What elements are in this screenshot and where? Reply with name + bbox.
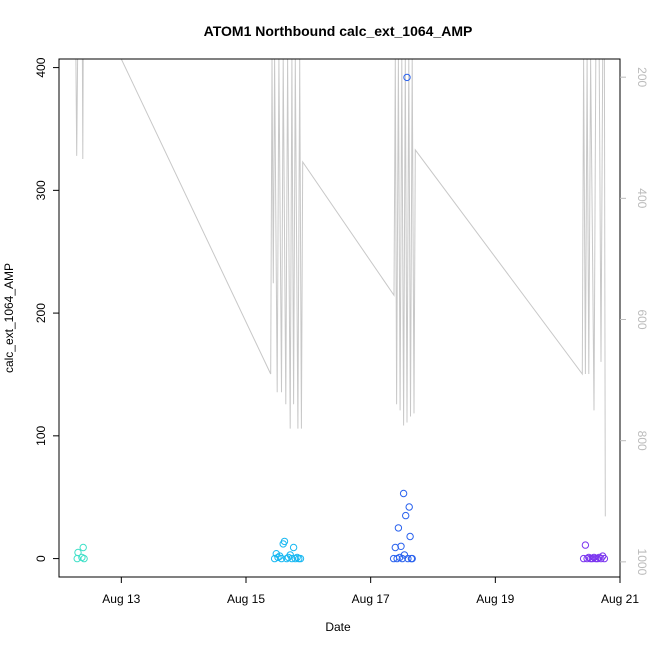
data-point [274, 553, 282, 562]
data-point [406, 532, 414, 541]
data-point [289, 543, 298, 552]
x-tick-label: Aug 13 [102, 592, 140, 606]
y-tick-label: 300 [34, 180, 48, 200]
data-point [579, 554, 588, 563]
data-point [397, 542, 405, 550]
data-point [595, 553, 603, 562]
x-axis: Aug 13 Aug 15 Aug 17 Aug 19 Aug 21 [102, 577, 639, 606]
data-point [293, 553, 301, 562]
y-axis: 0 100 200 300 400 [34, 57, 59, 562]
data-point [399, 489, 408, 498]
data-point [286, 551, 294, 559]
y2-tick-label: 1000 [635, 549, 649, 576]
y-tick-label: 100 [34, 425, 48, 445]
data-point [585, 553, 593, 562]
data-point [600, 554, 609, 563]
x-tick-label: Aug 15 [227, 592, 265, 606]
x-axis-label: Date [325, 620, 351, 634]
x-tick-label: Aug 19 [476, 592, 514, 606]
data-point [408, 554, 416, 563]
y2-tick-label: 600 [635, 309, 649, 329]
data-point [404, 554, 412, 563]
data-point [583, 554, 591, 563]
y-axis-label: calc_ext_1064_AMP [2, 263, 16, 373]
y-tick-label: 200 [34, 303, 48, 323]
data-point [588, 554, 596, 563]
data-point [394, 524, 403, 532]
data-point [288, 554, 296, 563]
data-point [296, 554, 305, 563]
chart-title: ATOM1 Northbound calc_ext_1064_AMP [204, 23, 473, 39]
data-point [74, 548, 82, 557]
y2-tick-label: 800 [635, 431, 649, 451]
data-point [398, 554, 406, 563]
data-point [80, 554, 88, 563]
data-point [590, 553, 598, 562]
y2-axis: 200 400 600 800 1000 [620, 67, 649, 576]
secondary-line [75, 59, 606, 517]
y-tick-label: 400 [34, 57, 48, 77]
data-point [402, 511, 410, 520]
plot-area [73, 59, 609, 563]
x-tick-label: Aug 17 [352, 592, 390, 606]
data-point [403, 73, 411, 82]
data-point [405, 503, 413, 511]
data-point [280, 537, 289, 546]
data-point [581, 541, 590, 549]
x-tick-label: Aug 21 [601, 592, 639, 606]
data-point [79, 543, 87, 552]
y2-tick-label: 200 [635, 67, 649, 87]
data-point [291, 554, 299, 563]
y2-tick-label: 400 [635, 188, 649, 208]
data-point [391, 543, 399, 552]
plot-frame [58, 58, 621, 578]
y-tick-label: 0 [34, 555, 48, 562]
data-point [277, 554, 286, 563]
